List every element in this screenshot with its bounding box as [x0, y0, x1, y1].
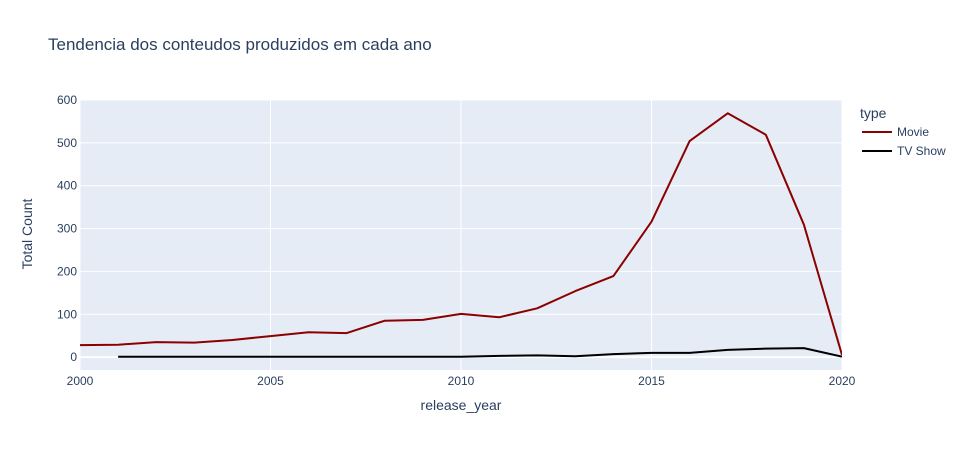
x-tick-label: 2020 — [829, 374, 856, 388]
legend-title: type — [860, 105, 887, 121]
y-tick-label: 500 — [57, 136, 77, 150]
series-layer — [80, 112, 842, 358]
y-tick-label: 100 — [57, 307, 77, 321]
series-line-tv-show[interactable] — [118, 347, 842, 358]
x-tick-label: 2000 — [67, 374, 94, 388]
legend-label: Movie — [897, 125, 929, 139]
legend-item-movie[interactable]: Movie — [862, 125, 929, 139]
legend-item-tv-show[interactable]: TV Show — [862, 144, 946, 158]
y-axis-title: Total Count — [19, 198, 35, 269]
series-line-movie[interactable] — [80, 112, 842, 356]
legend-label: TV Show — [897, 144, 946, 158]
x-tick-label: 2010 — [448, 374, 475, 388]
legend[interactable]: type Movie TV Show — [860, 105, 946, 158]
y-tick-label: 0 — [70, 350, 77, 364]
y-axis-ticks: 0 100 200 300 400 500 600 — [57, 93, 77, 364]
x-axis-ticks: 2000 2005 2010 2015 2020 — [67, 374, 856, 388]
y-tick-label: 600 — [57, 93, 77, 107]
x-axis-title: release_year — [421, 397, 502, 413]
y-tick-label: 400 — [57, 179, 77, 193]
x-tick-label: 2015 — [638, 374, 665, 388]
y-tick-label: 200 — [57, 264, 77, 278]
y-tick-label: 300 — [57, 222, 77, 236]
chart-title: Tendencia dos conteudos produzidos em ca… — [48, 35, 432, 54]
x-tick-label: 2005 — [257, 374, 284, 388]
